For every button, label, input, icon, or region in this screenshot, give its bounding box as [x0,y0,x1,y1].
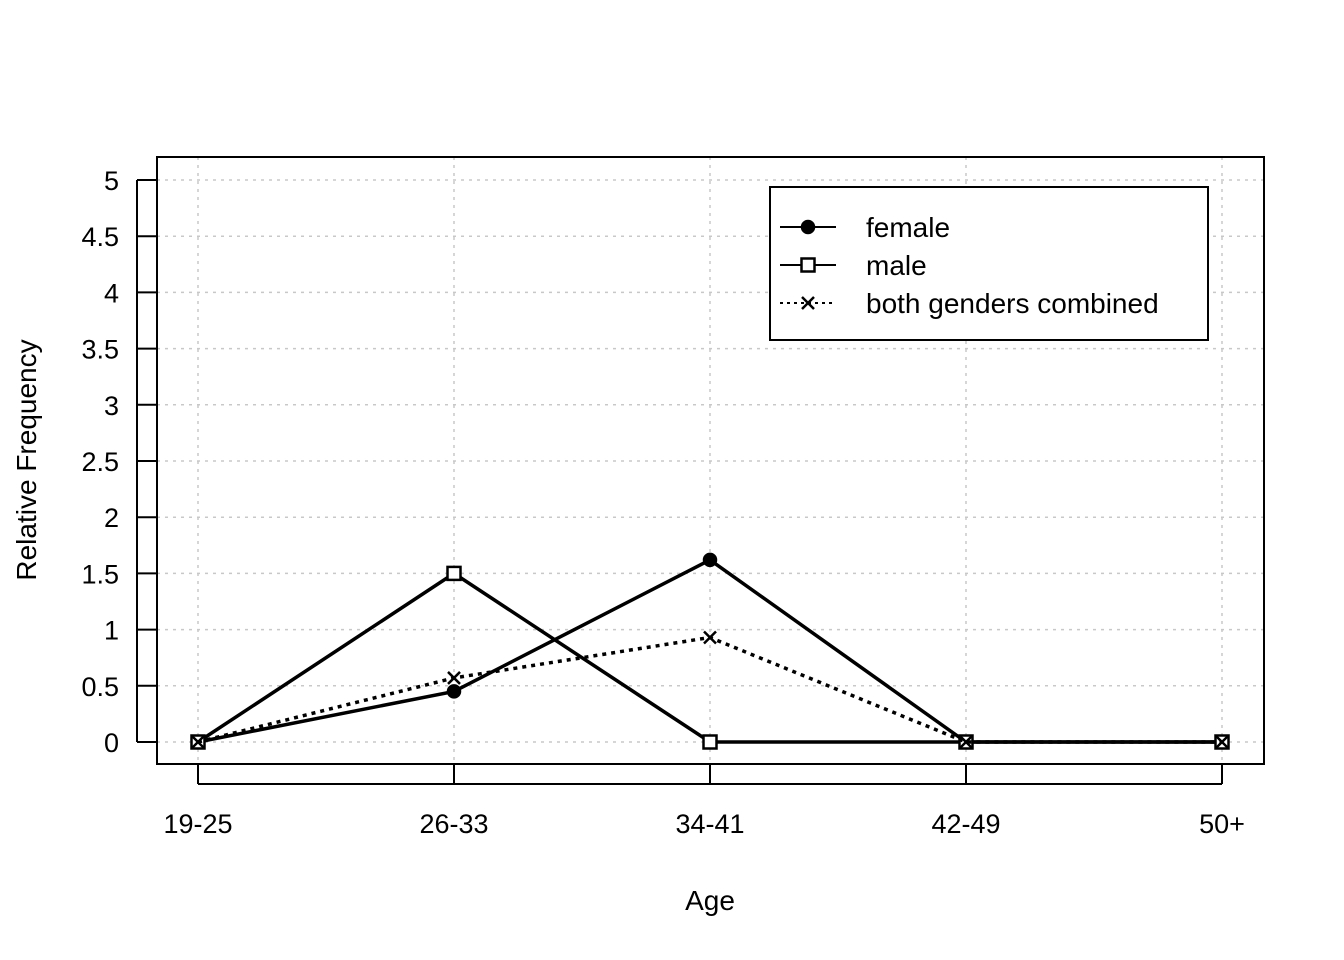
data-point-both-genders-combined [191,735,205,749]
data-point-both-genders-combined [703,630,717,645]
legend-label: male [866,250,927,281]
y-axis-title: Relative Frequency [11,339,42,580]
legend-label: both genders combined [866,288,1159,319]
data-point-female [702,552,718,568]
legend-marker [801,296,815,310]
legend-marker [800,219,816,235]
x-tick-label: 50+ [1199,809,1245,839]
data-point-male [702,734,718,750]
data-point-male [446,565,462,582]
series-male [190,565,1230,750]
legend-box [769,186,1209,341]
series-line-female [197,557,1222,744]
legend-item-female: female [780,212,950,243]
legend-label: female [866,212,950,243]
legend-marker [800,257,816,273]
legend-item-male: male [780,250,927,281]
x-tick-label: 34-41 [675,809,744,839]
y-tick-label: 1 [104,616,119,646]
y-tick-label: 3 [104,391,119,421]
y-axis: 0 0.5 1 1.5 2 2.5 3 3.5 4 4.5 5 [81,166,157,758]
y-tick-label: 2.5 [81,447,119,477]
x-axis-title: Age [685,885,735,916]
y-tick-label: 2 [104,503,119,533]
series-layer [190,552,1230,750]
data-point-female [446,684,462,699]
y-tick-label: 0.5 [81,672,119,702]
x-tick-label: 19-25 [163,809,232,839]
x-axis: 19-25 26-33 34-41 42-49 50+ [163,764,1245,839]
data-point-both-genders-combined [959,735,973,749]
y-tick-label: 5 [104,166,119,196]
y-tick-label: 4.5 [81,222,119,252]
y-tick-label: 1.5 [81,559,119,589]
x-tick-label: 26-33 [419,809,488,839]
y-tick-label: 0 [104,728,119,758]
data-point-both-genders-combined [1215,735,1229,749]
legend-item-both-genders-combined: both genders combined [780,288,1159,319]
x-tick-label: 42-49 [931,809,1000,839]
y-tick-label: 3.5 [81,335,119,365]
series-both-genders-combined [191,630,1229,749]
legend: female male both genders combined [769,186,1209,341]
data-point-both-genders-combined [447,671,461,685]
y-tick-label: 4 [104,278,119,308]
